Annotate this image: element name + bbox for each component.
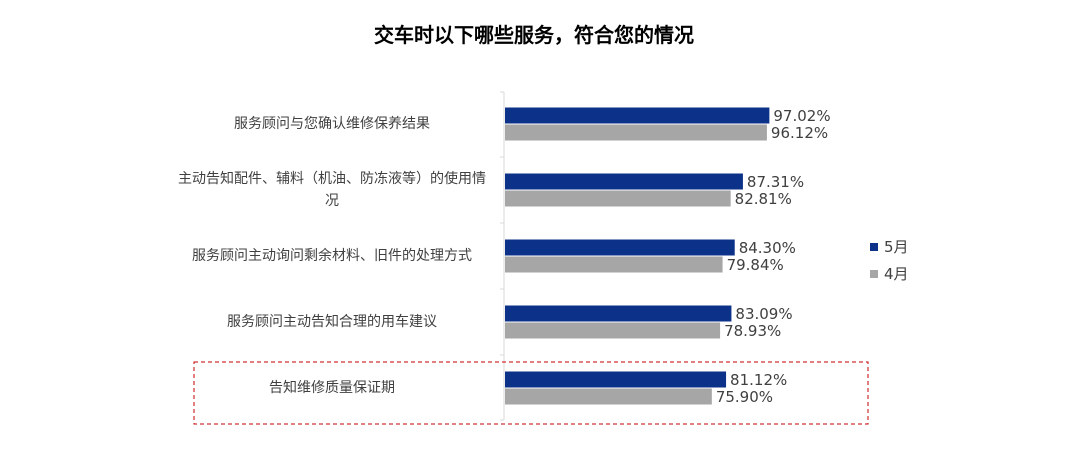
legend-item-april: 4月 [870, 260, 909, 287]
bar-may [505, 305, 732, 322]
highlight-box [193, 361, 869, 425]
data-label-april: 96.12% [770, 123, 829, 142]
data-label-april: 79.84% [726, 255, 784, 274]
legend-item-may: 5月 [870, 233, 909, 260]
data-label-may: 97.02% [773, 106, 831, 125]
legend-label-april: 4月 [884, 265, 909, 283]
legend-label-may: 5月 [884, 238, 909, 256]
data-label-may: 83.09% [735, 304, 793, 323]
legend-swatch-may [870, 242, 878, 251]
bar-april [505, 124, 767, 141]
data-label-april: 75.90% [715, 387, 774, 406]
bar-april [505, 388, 712, 405]
data-label-may: 84.30% [738, 238, 796, 257]
category-label: 主动告知配件、辅料（机油、防冻液等）的使用情况 [178, 171, 486, 209]
category-label: 服务顾问主动询问剩余材料、旧件的处理方式 [192, 248, 472, 264]
bar-april [505, 190, 731, 207]
data-label-may: 87.31% [746, 172, 805, 191]
data-label-april: 82.81% [734, 189, 792, 208]
bar-april [505, 322, 721, 339]
category-label: 服务顾问与您确认维修保养结果 [234, 116, 430, 132]
bar-may [505, 107, 770, 124]
bar-may [505, 173, 743, 190]
category-label: 告知维修质量保证期 [269, 380, 395, 396]
category-label: 服务顾问主动告知合理的用车建议 [227, 314, 437, 330]
bar-april [505, 256, 723, 273]
bar-may [505, 371, 727, 388]
data-label-april: 78.93% [724, 321, 782, 340]
legend-swatch-april [870, 269, 878, 278]
data-label-may: 81.12% [730, 370, 788, 389]
legend: 5月 4月 [870, 233, 909, 287]
chart-title: 交车时以下哪些服务，符合您的情况 [374, 23, 694, 47]
bar-may [505, 239, 735, 256]
